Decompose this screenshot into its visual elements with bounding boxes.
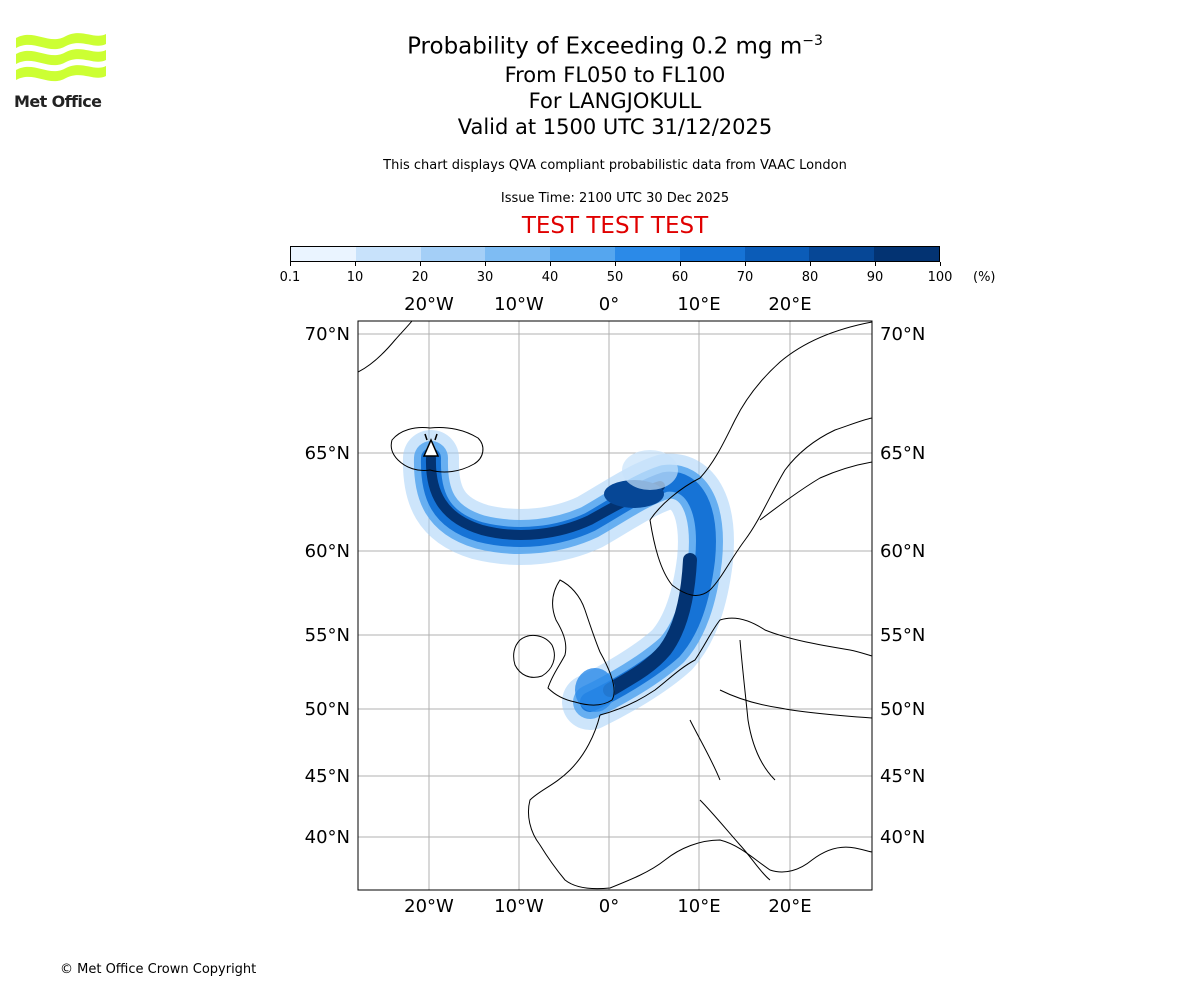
colorbar-tick-label: 40 [541, 270, 559, 285]
colorbar-tick-label: 50 [606, 270, 624, 285]
ash-plume [402, 430, 734, 730]
colorbar-segment [355, 247, 421, 261]
coast-italy [699, 799, 771, 881]
colorbar-tick [679, 262, 681, 266]
lat-label: 55°N [305, 625, 350, 646]
colorbar-tick-label: 20 [411, 270, 429, 285]
coast-iberia-mediterranean [527, 714, 872, 890]
colorbar-tick [809, 262, 811, 266]
colorbar-tick-label: 100 [927, 270, 953, 285]
colorbar-tick [874, 262, 876, 266]
border-central-europe [719, 689, 872, 719]
lon-label: 20°E [768, 896, 811, 917]
map-frame [357, 320, 873, 891]
lat-labels-right: 70°N 65°N 60°N 55°N 50°N 45°N 40°N [880, 324, 925, 848]
lon-label: 10°W [494, 896, 544, 917]
unit-exponent: −3 [802, 33, 823, 49]
colorbar-tick [354, 262, 356, 266]
issue-time: Issue Time: 2100 UTC 30 Dec 2025 [500, 191, 730, 206]
flight-level-range: From FL050 to FL100 [504, 62, 726, 87]
lon-label: 0° [599, 294, 619, 315]
lat-label: 40°N [880, 827, 925, 848]
coast-greenland [358, 321, 413, 373]
colorbar-segment [744, 247, 810, 261]
lat-label: 65°N [880, 443, 925, 464]
lon-label: 20°E [768, 294, 811, 315]
coastlines [358, 321, 872, 890]
colorbar-tick [614, 262, 616, 266]
lat-label: 70°N [305, 324, 350, 345]
lat-label: 40°N [305, 827, 350, 848]
colorbar-segment [809, 247, 875, 261]
colorbar [290, 246, 940, 262]
colorbar-tick-label: 70 [736, 270, 754, 285]
chart-title-block: Probability of Exceeding 0.2 mg m−3 From… [315, 26, 915, 140]
compliance-note: This chart displays QVA compliant probab… [383, 158, 847, 173]
coast-ireland [513, 634, 555, 678]
colorbar-segment [874, 247, 939, 261]
lat-label: 70°N [880, 324, 925, 345]
met-office-waves-icon [16, 33, 106, 82]
colorbar-segment [485, 247, 551, 261]
lat-label: 45°N [305, 766, 350, 787]
coast-great-britain [547, 579, 615, 706]
test-banner: TEST TEST TEST [521, 213, 709, 239]
colorbar-tick [289, 262, 291, 266]
coast-north-sea-baltic [599, 617, 872, 716]
lon-label: 10°E [677, 294, 720, 315]
colorbar-tick-label: 60 [671, 270, 689, 285]
colorbar-tick [939, 262, 941, 266]
border-alps [689, 719, 721, 781]
colorbar-segment [420, 247, 486, 261]
lon-label: 20°W [404, 294, 454, 315]
colorbar-tick-label: 10 [346, 270, 364, 285]
colorbar-tick [549, 262, 551, 266]
lat-label: 65°N [305, 443, 350, 464]
colorbar-segment [614, 247, 680, 261]
colorbar-segment [291, 247, 356, 261]
lat-label: 60°N [880, 541, 925, 562]
lat-label: 50°N [305, 699, 350, 720]
coast-sweden [649, 417, 872, 596]
lon-labels-top: 20°W 10°W 0° 10°E 20°E [404, 294, 811, 315]
lat-labels-left: 70°N 65°N 60°N 55°N 50°N 45°N 40°N [305, 324, 350, 848]
volcano-name: For LANGJOKULL [528, 88, 702, 113]
lon-label: 0° [599, 896, 619, 917]
lat-label: 50°N [880, 699, 925, 720]
map-background [358, 321, 872, 890]
colorbar-tick [419, 262, 421, 266]
coast-bothnia [759, 461, 872, 521]
colorbar-tick-label: 0.1 [279, 270, 301, 285]
colorbar-segment [550, 247, 615, 261]
lon-labels-bottom: 20°W 10°W 0° 10°E 20°E [404, 896, 811, 917]
lon-label: 10°W [494, 294, 544, 315]
lon-label: 20°W [404, 896, 454, 917]
volcano-icon [422, 433, 440, 457]
colorbar-tick [484, 262, 486, 266]
lat-label: 60°N [305, 541, 350, 562]
colorbar-tick [744, 262, 746, 266]
valid-time: Valid at 1500 UTC 31/12/2025 [457, 114, 773, 139]
lat-label: 55°N [880, 625, 925, 646]
colorbar-tick-label: 30 [476, 270, 494, 285]
chart-title: Probability of Exceeding 0.2 mg m−3 [407, 33, 823, 60]
coast-norway [649, 321, 872, 521]
lon-label: 10°E [677, 896, 720, 917]
met-office-logo: Met Office [14, 30, 110, 112]
logo-text: Met Office [14, 92, 102, 111]
colorbar-tick-label: 90 [866, 270, 884, 285]
border-germany-poland [739, 639, 776, 781]
copyright-notice: © Met Office Crown Copyright [60, 962, 257, 977]
colorbar-unit: (%) [973, 270, 996, 285]
colorbar-tick-label: 80 [801, 270, 819, 285]
coast-iceland [390, 427, 484, 473]
lat-label: 45°N [880, 766, 925, 787]
colorbar-segment [679, 247, 745, 261]
